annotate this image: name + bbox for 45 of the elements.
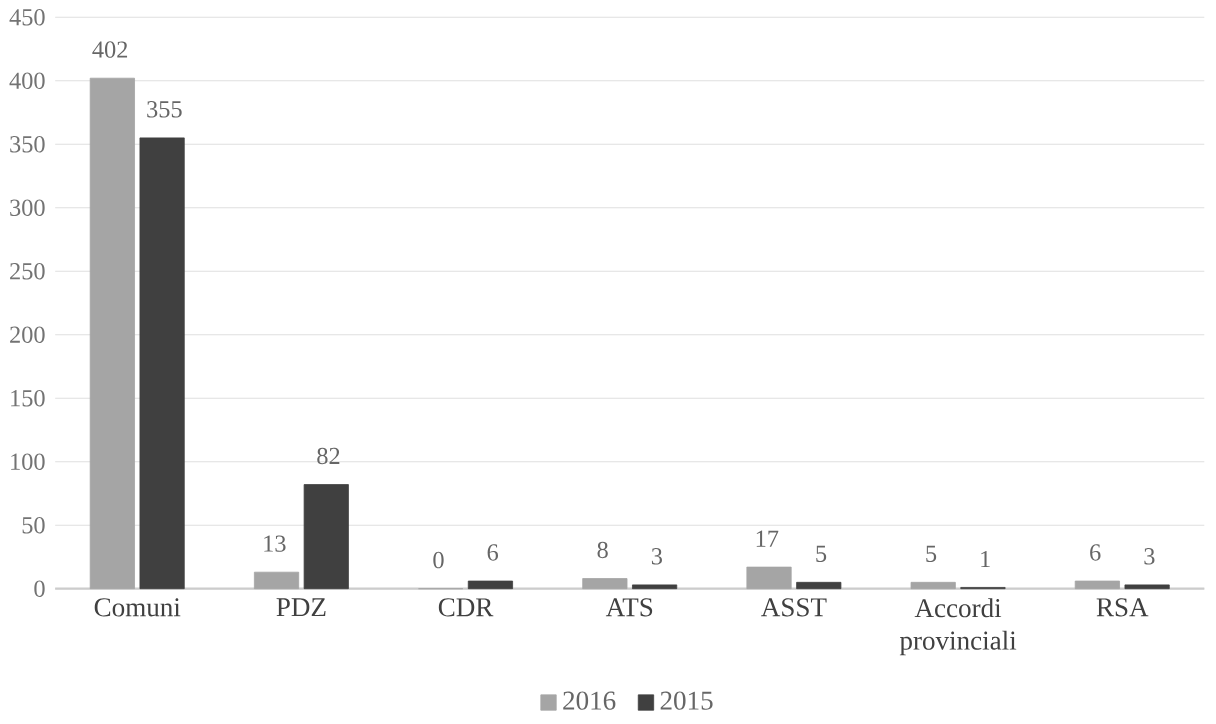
bar (796, 581, 842, 589)
bar (89, 77, 135, 589)
data-label: 13 (264, 535, 286, 552)
legend-label: 2015 (660, 691, 713, 710)
data-label: 82 (317, 447, 340, 464)
x-tick-label: PDZ (276, 598, 326, 616)
bar (303, 483, 349, 589)
y-tick-label: 0 (34, 580, 45, 597)
data-label: 3 (1144, 547, 1155, 565)
data-label: 3 (651, 547, 662, 565)
bar (1074, 580, 1120, 589)
y-tick-label: 450 (9, 8, 45, 26)
bar (582, 577, 628, 589)
y-tick-label: 350 (10, 135, 45, 153)
data-label: 402 (92, 41, 128, 58)
data-label: 6 (487, 544, 499, 561)
data-label: 5 (816, 545, 827, 562)
y-tick-label: 250 (10, 262, 45, 280)
y-tick-label: 400 (9, 72, 45, 89)
y-tick-label: 100 (11, 453, 45, 470)
x-tick-label: ASST (761, 598, 827, 617)
bar (1124, 584, 1170, 589)
data-label: 8 (597, 541, 608, 558)
y-tick-label: 300 (10, 199, 45, 216)
bar (746, 566, 792, 589)
bar (467, 580, 514, 589)
x-tick-label: RSA (1096, 598, 1149, 617)
data-label: 6 (1090, 544, 1101, 561)
data-label: 1 (981, 550, 990, 567)
bar (253, 571, 300, 589)
data-label: 5 (926, 545, 937, 562)
y-tick-label: 50 (22, 516, 45, 534)
data-label: 17 (756, 530, 779, 547)
legend-label: 2016 (563, 691, 616, 710)
y-tick-label: 150 (11, 389, 45, 407)
y-tick-label: 200 (10, 326, 45, 343)
x-tick-label: ATS (605, 598, 653, 617)
data-label: 355 (147, 100, 182, 118)
x-tick-label: CDR (438, 598, 494, 617)
bar (139, 137, 185, 589)
x-tick-label: Comuni (94, 598, 181, 617)
bar (910, 581, 956, 589)
bar (632, 584, 678, 589)
data-label: 0 (433, 551, 444, 569)
x-tick-label: Accordi provinciali (899, 598, 1017, 656)
